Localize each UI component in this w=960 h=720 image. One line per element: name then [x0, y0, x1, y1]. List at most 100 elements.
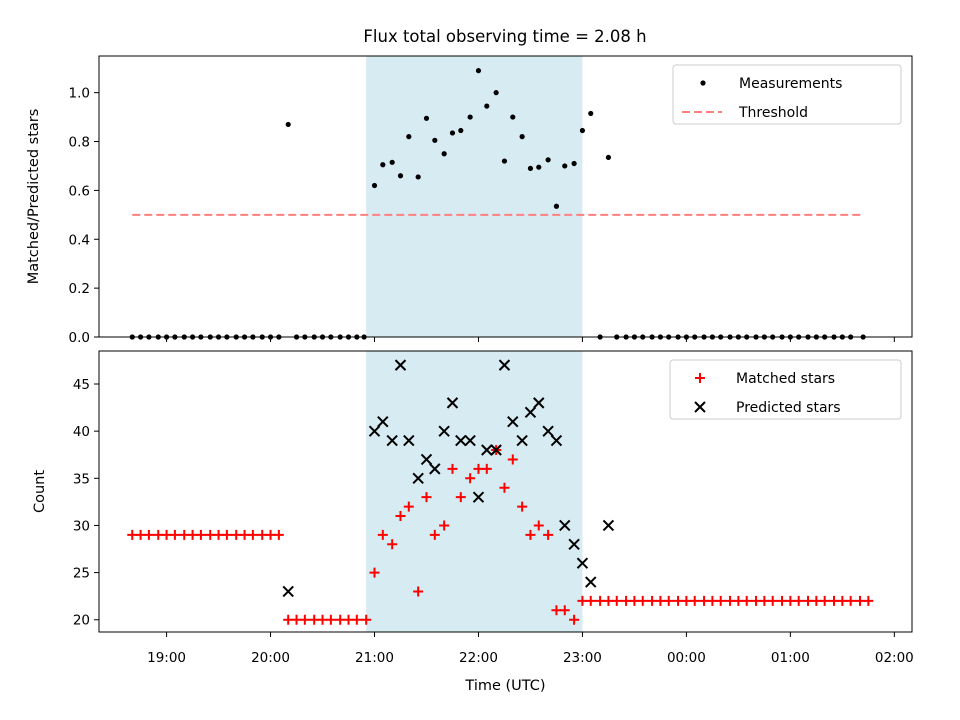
measurement-point [501, 158, 508, 164]
top-series-measurements [129, 68, 866, 340]
matched-star-point [533, 520, 544, 531]
predicted-star-point [498, 359, 511, 371]
top-panel: 0.0 0.2 0.4 0.6 0.8 1.0 Matched/Predicted star… [26, 55, 913, 346]
predicted-star-point [481, 444, 493, 456]
predicted-star-point [490, 444, 502, 456]
bottom-shaded-span [366, 351, 583, 632]
predicted-star-point [455, 434, 467, 447]
bottom-y-axis-label: Count [32, 470, 48, 513]
xtick-label: 02:00 [875, 650, 914, 666]
bottom-series-predicted-stars [282, 359, 615, 598]
predicted-star-point [386, 434, 398, 447]
matched-star-point [637, 595, 648, 606]
top-ytick-label: 0.8 [69, 135, 90, 151]
matched-star-point [715, 595, 726, 606]
matched-star-point [585, 595, 596, 606]
measurement-point [493, 90, 499, 96]
predicted-star-point [420, 453, 433, 466]
matched-star-point [447, 463, 458, 474]
measurement-point [371, 182, 378, 189]
matched-star-point [481, 463, 492, 474]
xtick-label: 21:00 [355, 650, 394, 666]
matched-star-point [273, 529, 284, 540]
xtick-label: 23:00 [563, 650, 602, 666]
predicted-star-point [576, 557, 589, 569]
matched-star-point [741, 595, 752, 606]
legend-predicted-marker [694, 401, 706, 413]
matched-star-point [439, 520, 450, 531]
bottom-ytick-label: 30 [73, 518, 90, 534]
matched-star-point [767, 595, 778, 606]
matched-star-point [499, 482, 510, 493]
predicted-star-point [464, 434, 476, 447]
predicted-star-point [585, 576, 597, 588]
measurement-point [571, 160, 577, 167]
measurement-point [545, 157, 551, 163]
bottom-ytick-label: 35 [73, 471, 90, 487]
matched-star-point [387, 539, 398, 550]
measurement-point [588, 110, 594, 117]
chart-title: Flux total observing time = 2.08 h [363, 27, 646, 46]
predicted-star-point [368, 425, 381, 437]
matched-star-point [559, 605, 570, 616]
measurement-point [423, 115, 430, 121]
legend-label: Measurements [739, 76, 842, 92]
predicted-star-point [429, 463, 441, 475]
legend-label: Predicted stars [736, 400, 841, 416]
matched-star-point [369, 567, 380, 578]
matched-star-point [663, 595, 674, 606]
matched-star-point [819, 595, 830, 606]
top-ytick-label: 0.4 [69, 232, 90, 248]
legend-measurement-marker [700, 80, 706, 86]
measurement-point [389, 159, 395, 165]
predicted-star-point [394, 359, 407, 371]
matched-star-point [325, 614, 336, 625]
measurement-point [484, 103, 490, 109]
matched-star-point [361, 614, 372, 625]
predicted-star-point [403, 434, 415, 447]
top-ytick-label: 1.0 [69, 86, 90, 102]
predicted-star-point [542, 425, 554, 437]
bottom-series-matched-stars [127, 445, 874, 625]
predicted-star-point [568, 538, 580, 551]
predicted-star-point [472, 491, 485, 503]
matched-star-point [395, 511, 406, 522]
top-y-axis-label: Matched/Predicted stars [26, 109, 42, 285]
measurement-point [458, 127, 464, 134]
matched-star-point [351, 614, 362, 625]
matched-star-point [169, 529, 180, 540]
matched-star-point [863, 595, 874, 606]
measurement-point [432, 137, 438, 143]
matched-star-point [517, 501, 528, 512]
matched-star-point [611, 595, 622, 606]
matched-star-point [421, 492, 432, 503]
matched-star-point [195, 529, 206, 540]
xtick-label: 19:00 [147, 650, 186, 666]
bottom-legend: Matched stars Predicted stars [669, 359, 902, 420]
measurement-point [553, 203, 560, 209]
xtick-label: 20:00 [251, 650, 290, 666]
matched-star-point [403, 501, 414, 512]
predicted-star-point [446, 397, 459, 409]
matched-star-point [429, 529, 440, 540]
measurement-point [285, 121, 291, 128]
measurement-point [605, 154, 612, 161]
matched-star-point [221, 529, 232, 540]
predicted-star-point [377, 416, 389, 428]
bottom-axes-frame [98, 350, 913, 633]
predicted-star-point [602, 519, 615, 532]
measurement-point [527, 165, 534, 171]
matched-star-point [569, 614, 580, 625]
measurement-point [467, 114, 473, 120]
bottom-ytick-label: 40 [73, 424, 90, 440]
matched-star-point [507, 454, 518, 465]
x-axis-label: Time (UTC) [464, 678, 545, 694]
measurement-point [441, 151, 447, 157]
matched-star-point [143, 529, 154, 540]
top-legend: Measurements Threshold [672, 64, 902, 125]
predicted-star-point [412, 472, 424, 485]
predicted-star-point [516, 434, 528, 447]
matched-star-point [543, 529, 554, 540]
top-legend-box [672, 64, 902, 125]
measurement-point [536, 164, 542, 170]
